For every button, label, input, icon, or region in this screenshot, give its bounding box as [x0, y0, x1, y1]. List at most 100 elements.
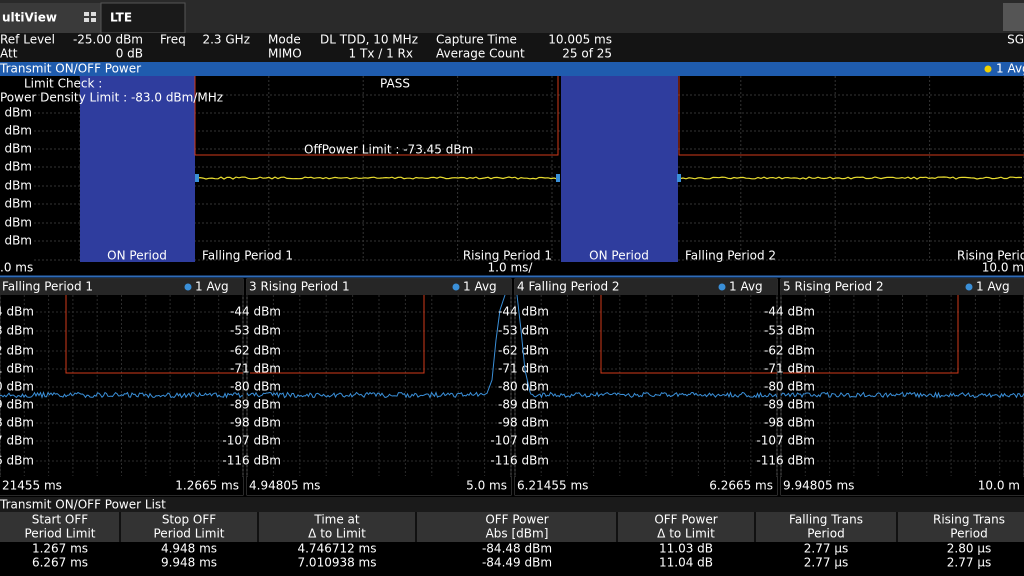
trace-label: 1 Avg [195, 280, 229, 294]
y-label: -116 dBm [222, 454, 281, 468]
y-label: 0 dBm [0, 380, 34, 394]
trace-dot [184, 283, 192, 291]
y-label: -44 dBm [764, 305, 815, 319]
x-label: 10.0 m [978, 479, 1020, 493]
panel-title: Transmit ON/OFF Power [0, 62, 141, 76]
y-label: -107 dBm [756, 434, 815, 448]
trace-label: 1 Avg [996, 62, 1024, 76]
marker [677, 174, 681, 182]
y-label: -53 dBm [230, 324, 281, 338]
table-cell: 7.010938 ms [297, 556, 376, 570]
y-label: -80 dBm [498, 380, 549, 394]
column-header: Rising Trans [933, 513, 1005, 527]
y-label: 16 dBm [0, 234, 32, 248]
x-label-bar [781, 477, 1024, 495]
column-header: Period [807, 527, 844, 541]
table-cell: 6.267 ms [32, 556, 88, 570]
x-label: 1.0 ms/ [488, 261, 534, 275]
trace-dot [718, 283, 726, 291]
setting-label: Capture Time [436, 33, 517, 47]
settings-bar [0, 33, 1024, 62]
on-period [80, 76, 195, 262]
y-label: 1 dBm [0, 142, 32, 156]
trace [780, 391, 1024, 399]
grid-icon [84, 12, 96, 22]
limit-line [65, 295, 243, 374]
column-header: Period [950, 527, 987, 541]
x-label: 4.94805 ms [249, 479, 320, 493]
panel-title: 3 Rising Period 1 [249, 280, 350, 294]
y-label: 8 dBm [0, 197, 32, 211]
y-label: -98 dBm [230, 416, 281, 430]
y-label: 07 dBm [0, 216, 32, 230]
period-label: ON Period [589, 249, 649, 263]
column-header: Falling Trans [789, 513, 863, 527]
x-label: 1.2665 ms [175, 479, 239, 493]
sub-title-bar [247, 279, 511, 295]
y-label: -44 dBm [498, 305, 549, 319]
table-cell: 4.948 ms [161, 542, 217, 556]
y-label: 07 dBm [0, 434, 34, 448]
x-label-bar [247, 477, 511, 495]
trace-label: 1 Avg [976, 280, 1010, 294]
lte-tab[interactable] [100, 2, 186, 34]
column-header: Abs [dBm] [486, 527, 549, 541]
table-cell: 9.948 ms [161, 556, 217, 570]
limit-line [678, 76, 1024, 156]
limit-line [250, 295, 425, 374]
table-cell: 11.04 dB [659, 556, 713, 570]
table-cell: -84.48 dBm [482, 542, 552, 556]
trace [0, 391, 244, 399]
y-label: -80 dBm [764, 380, 815, 394]
x-label-bar [0, 477, 243, 495]
trace [246, 294, 506, 399]
y-label: -53 dBm [764, 324, 815, 338]
y-label: 3 dBm [0, 324, 34, 338]
y-label: -44 dBm [230, 305, 281, 319]
y-label: -116 dBm [490, 454, 549, 468]
x-label: 6.21455 ms [517, 479, 588, 493]
table-header [0, 512, 1024, 542]
y-label: -80 dBm [230, 380, 281, 394]
trace-label: 1 Avg [463, 280, 497, 294]
table-cell: 2.77 µs [804, 556, 848, 570]
setting-value: 2.3 GHz [202, 33, 250, 47]
sub-title-bar [515, 279, 777, 295]
y-label: 4 dBm [0, 305, 34, 319]
y-label: -116 dBm [756, 454, 815, 468]
y-label: -98 dBm [764, 416, 815, 430]
y-label: 1 dBm [0, 362, 34, 376]
x-label: 9.94805 ms [783, 479, 854, 493]
column-header: Time at [313, 513, 360, 527]
dropdown[interactable] [1003, 3, 1024, 31]
y-label: 2 dBm [0, 124, 32, 138]
y-label: -62 dBm [230, 344, 281, 358]
panel-title: 4 Falling Period 2 [517, 280, 620, 294]
y-label: -89 dBm [230, 398, 281, 412]
x-label: 5.0 ms [466, 479, 507, 493]
on-period [561, 76, 678, 262]
y-label: 0 dBm [0, 160, 32, 174]
setting-value: 10.005 ms [548, 33, 612, 47]
setting-label: Average Count [436, 47, 525, 61]
corner-label: SG [1007, 33, 1024, 47]
column-header: OFF Power [485, 513, 548, 527]
verdict: PASS [380, 77, 410, 91]
limit-check: Limit Check : [24, 77, 102, 91]
y-label: -53 dBm [498, 324, 549, 338]
setting-value: 1 Tx / 1 Rx [349, 47, 413, 61]
panel-title: 5 Rising Period 2 [783, 280, 884, 294]
column-header: Δ to Limit [308, 527, 366, 541]
period-label: Falling Period 1 [202, 249, 293, 263]
setting-label: Mode [268, 33, 301, 47]
trace [679, 176, 1023, 180]
y-label: 9 dBm [0, 398, 34, 412]
period-label: Falling Period 2 [685, 249, 776, 263]
setting-value: -25.00 dBm [73, 33, 143, 47]
x-label: 21455 ms [2, 479, 62, 493]
x-label: 6.2665 ms [709, 479, 773, 493]
sub-title-bar [781, 279, 1024, 295]
limit-line [783, 295, 959, 374]
y-label: 9 dBm [0, 179, 32, 193]
